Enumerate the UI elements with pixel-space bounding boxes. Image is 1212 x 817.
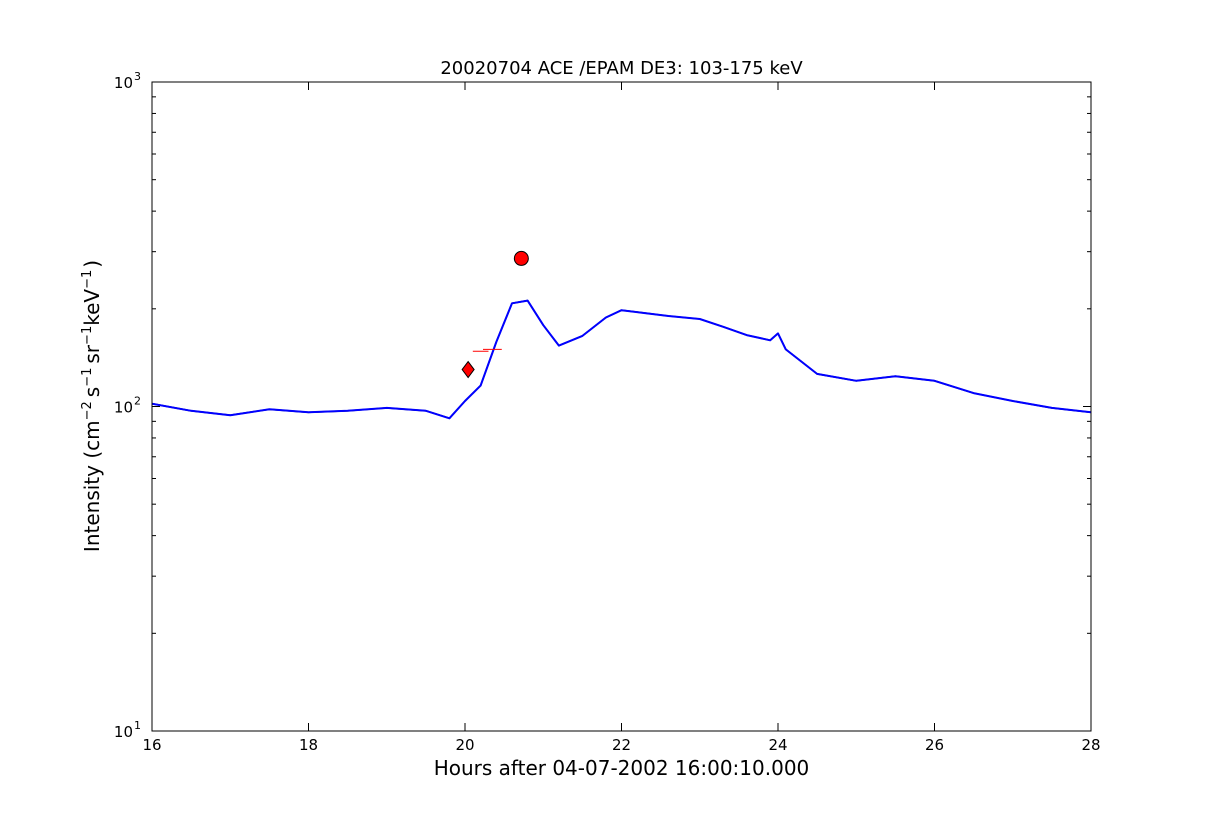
y-axis-label-sr: sr — [80, 344, 104, 363]
x-tick-label: 24 — [768, 736, 787, 754]
series-layer — [152, 299, 1091, 420]
x-tick-label: 18 — [299, 736, 318, 754]
x-tick-label: 16 — [142, 736, 161, 754]
y-axis-label-s: s — [80, 387, 104, 397]
y-axis-label-suffix: ) — [80, 260, 104, 268]
x-axis: 16 18 20 22 24 26 28 — [142, 82, 1101, 754]
plot-area — [152, 250, 1091, 420]
y-tick-label-exponent: 3 — [134, 70, 141, 83]
y-tick-label: 10 — [114, 74, 133, 92]
y-tick-label-exponent: 2 — [134, 395, 141, 408]
chart-title: 20020704 ACE /EPAM DE3: 103-175 keV — [440, 58, 803, 79]
series-line-2-smoothed — [152, 299, 1091, 420]
y-axis-label-exp4: −1 — [80, 270, 95, 289]
x-tick-label: 22 — [612, 736, 631, 754]
circle-marker-2 — [513, 250, 529, 266]
x-tick-label: 26 — [925, 736, 944, 754]
y-axis-label-exp3: −1 — [80, 326, 95, 345]
y-tick-label-exponent: 1 — [134, 719, 141, 732]
y-axis-label-prefix: Intensity (cm — [80, 420, 104, 552]
y-tick-label: 10 — [114, 399, 133, 417]
y-tick-label: 10 — [114, 723, 133, 741]
diamond-marker-1 — [461, 360, 475, 379]
x-tick-label: 20 — [455, 736, 474, 754]
y-axis-label-kev: keV — [80, 289, 104, 326]
y-axis-label-exp2: −1 — [80, 368, 95, 387]
y-axis-label: Intensity (cm−2s−1sr−1keV−1) — [80, 260, 104, 552]
x-axis-label: Hours after 04-07-2002 16:00:10.000 — [434, 756, 810, 780]
marker-layer — [461, 250, 529, 379]
y-axis-label-exp1: −2 — [80, 401, 95, 420]
x-tick-label: 28 — [1081, 736, 1100, 754]
